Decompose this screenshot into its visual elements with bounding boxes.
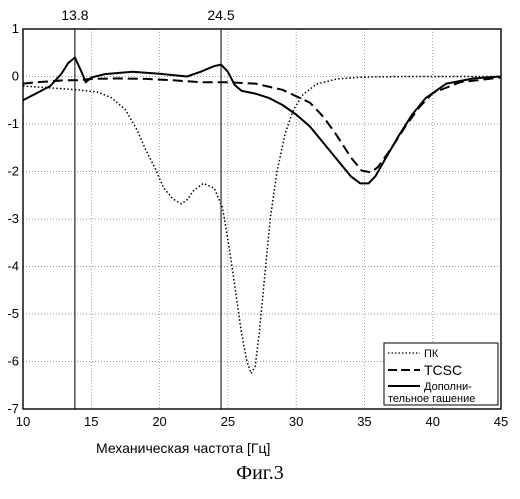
- legend-label-pk: ПК: [424, 348, 439, 360]
- y-tick-label: -3: [7, 211, 19, 226]
- x-tick-label: 15: [84, 414, 98, 429]
- y-tick-label: -2: [7, 164, 19, 179]
- x-tick-label: 30: [289, 414, 303, 429]
- series-line-dotted: [23, 77, 501, 374]
- x-tick-label: 25: [221, 414, 235, 429]
- x-tick-label: 35: [357, 414, 371, 429]
- marker-label: 24.5: [207, 7, 234, 23]
- legend: ПК TCSC Дополни- тельное гашение: [384, 343, 498, 405]
- figure-caption: Фиг.3: [0, 462, 520, 485]
- series-lines: [23, 58, 501, 374]
- y-tick-label: 0: [12, 69, 19, 84]
- y-tick-label: -4: [7, 259, 19, 274]
- series-line-solid: [23, 58, 501, 184]
- x-axis-label: Механическая частота [Гц]: [96, 440, 270, 456]
- y-tick-label: -6: [7, 354, 19, 369]
- legend-label-tcsc: TCSC: [424, 362, 462, 378]
- x-tick-label: 45: [494, 414, 508, 429]
- y-tick-label: -1: [7, 116, 19, 131]
- legend-label-extra-damping-1: Дополни-: [424, 381, 472, 393]
- x-tick-label: 40: [425, 414, 439, 429]
- x-tick-label: 10: [16, 414, 30, 429]
- y-tick-label: 1: [12, 21, 19, 36]
- legend-label-extra-damping-2: тельное гашение: [388, 393, 475, 405]
- marker-label: 13.8: [61, 7, 88, 23]
- y-tick-label: -5: [7, 306, 19, 321]
- x-tick-label: 20: [152, 414, 166, 429]
- series-line-dashed: [23, 78, 501, 173]
